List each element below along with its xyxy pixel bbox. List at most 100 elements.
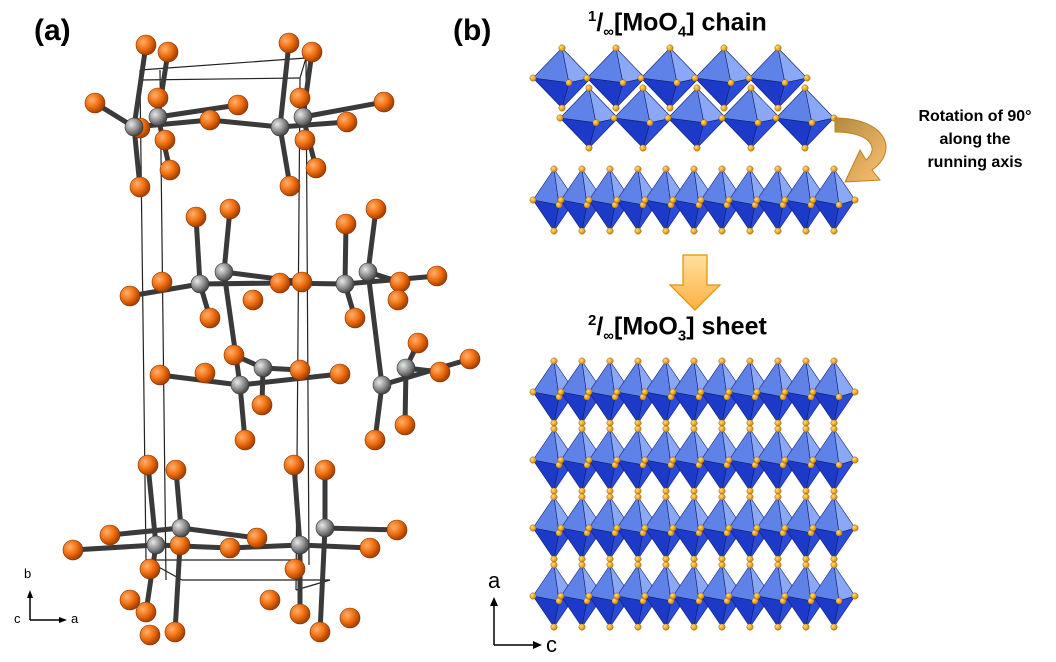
oxygen-vertex [802, 623, 810, 631]
oxygen-atom [387, 289, 409, 311]
mo-octahedron [781, 561, 831, 631]
oxygen-vertex [550, 493, 558, 501]
oxygen-atom [283, 454, 305, 476]
oxygen-vertex [606, 227, 614, 235]
mo-o-bond [277, 40, 292, 130]
oxygen-atom [407, 332, 429, 354]
oxygen-vertex [585, 84, 593, 92]
oxygen-vertex [529, 74, 537, 82]
oxygen-vertex [666, 104, 674, 112]
oxygen-vertex [578, 357, 586, 365]
mo-octahedron [745, 44, 811, 112]
oxygen-vertex [746, 227, 754, 235]
oxygen-vertex [634, 357, 642, 365]
mo-o-bond [291, 462, 303, 548]
molybdenum-atom [396, 358, 416, 378]
oxygen-vertex [774, 357, 782, 365]
oxygen-vertex [578, 227, 586, 235]
oxygen-vertex [774, 227, 782, 235]
molybdenum-atom [293, 107, 313, 127]
oxygen-vertex [669, 456, 677, 464]
mo-octahedron [697, 357, 747, 427]
oxygen-vertex [578, 561, 586, 569]
oxygen-vertex [746, 165, 754, 173]
oxygen-vertex [774, 561, 782, 569]
oxygen-vertex [753, 524, 761, 532]
oxygen-atom [344, 307, 366, 329]
oxygen-atom [84, 92, 106, 114]
oxygen-vertex [774, 44, 782, 52]
oxygen-atom [259, 589, 281, 611]
sheet-title: 2/∞[MoO3] sheet [588, 312, 767, 345]
oxygen-atom [185, 206, 207, 228]
oxygen-vertex [851, 196, 859, 204]
mo-o-bond [322, 525, 400, 533]
oxygen-atom [284, 558, 306, 580]
oxygen-vertex [613, 524, 621, 532]
oxygen-vertex [578, 165, 586, 173]
oxygen-vertex [578, 493, 586, 501]
oxygen-vertex [634, 487, 642, 495]
oxygen-vertex [781, 524, 789, 532]
oxygen-atom [278, 32, 300, 54]
oxygen-vertex [557, 524, 565, 532]
oxygen-atom [386, 519, 408, 541]
oxygen-vertex [746, 487, 754, 495]
oxygen-atom [389, 271, 411, 293]
oxygen-vertex [664, 114, 672, 122]
oxygen-vertex [802, 555, 810, 563]
oxygen-vertex [802, 227, 810, 235]
oxygen-vertex [746, 555, 754, 563]
mo-o-bond [145, 462, 159, 548]
axes-indicator-b [490, 597, 542, 649]
oxygen-vertex [673, 79, 681, 87]
oxygen-vertex [637, 74, 645, 82]
oxygen-vertex [606, 419, 614, 427]
oxygen-vertex [558, 104, 566, 112]
oxygen-vertex [830, 357, 838, 365]
oxygen-vertex [578, 487, 586, 495]
mo-o-bond [107, 525, 184, 538]
oxygen-vertex [725, 196, 733, 204]
oxygen-vertex [802, 425, 810, 433]
axis-b-label: b [24, 566, 32, 581]
oxygen-atom [394, 414, 416, 436]
oxygen-vertex [662, 419, 670, 427]
rotated-chain-octahedra-row [529, 165, 859, 235]
oxygen-atom [151, 271, 173, 293]
oxygen-vertex [725, 592, 733, 600]
oxygen-vertex [612, 104, 620, 112]
oxygen-vertex [700, 119, 708, 127]
oxygen-vertex [585, 592, 593, 600]
oxygen-atom [364, 429, 386, 451]
mo-octahedron [809, 357, 859, 427]
oxygen-vertex [690, 419, 698, 427]
oxygen-vertex [529, 592, 537, 600]
oxygen-vertex [619, 79, 627, 87]
arrows [668, 117, 887, 311]
oxygen-atom [242, 289, 264, 311]
axis-a-label: a [71, 611, 79, 626]
oxygen-vertex [585, 524, 593, 532]
molybdenum-atom [270, 117, 290, 137]
oxygen-vertex [690, 493, 698, 501]
oxygen-vertex [691, 74, 699, 82]
oxygen-vertex [753, 196, 761, 204]
oxygen-vertex [557, 388, 565, 396]
oxygen-vertex [772, 114, 780, 122]
oxygen-atom [246, 527, 268, 549]
oxygen-vertex [690, 425, 698, 433]
rotation-note: Rotation of 90° along the running axis [900, 105, 1050, 174]
oxygen-vertex [634, 425, 642, 433]
oxygen-vertex [634, 555, 642, 563]
oxygen-vertex [746, 425, 754, 433]
oxygen-vertex [592, 119, 600, 127]
oxygen-vertex [690, 555, 698, 563]
mo-o-bond [277, 280, 348, 287]
oxygen-vertex [606, 493, 614, 501]
mo-o-bond [300, 99, 387, 120]
oxygen-vertex [720, 104, 728, 112]
oxygen-atom [329, 363, 351, 385]
oxygen-vertex [746, 493, 754, 501]
